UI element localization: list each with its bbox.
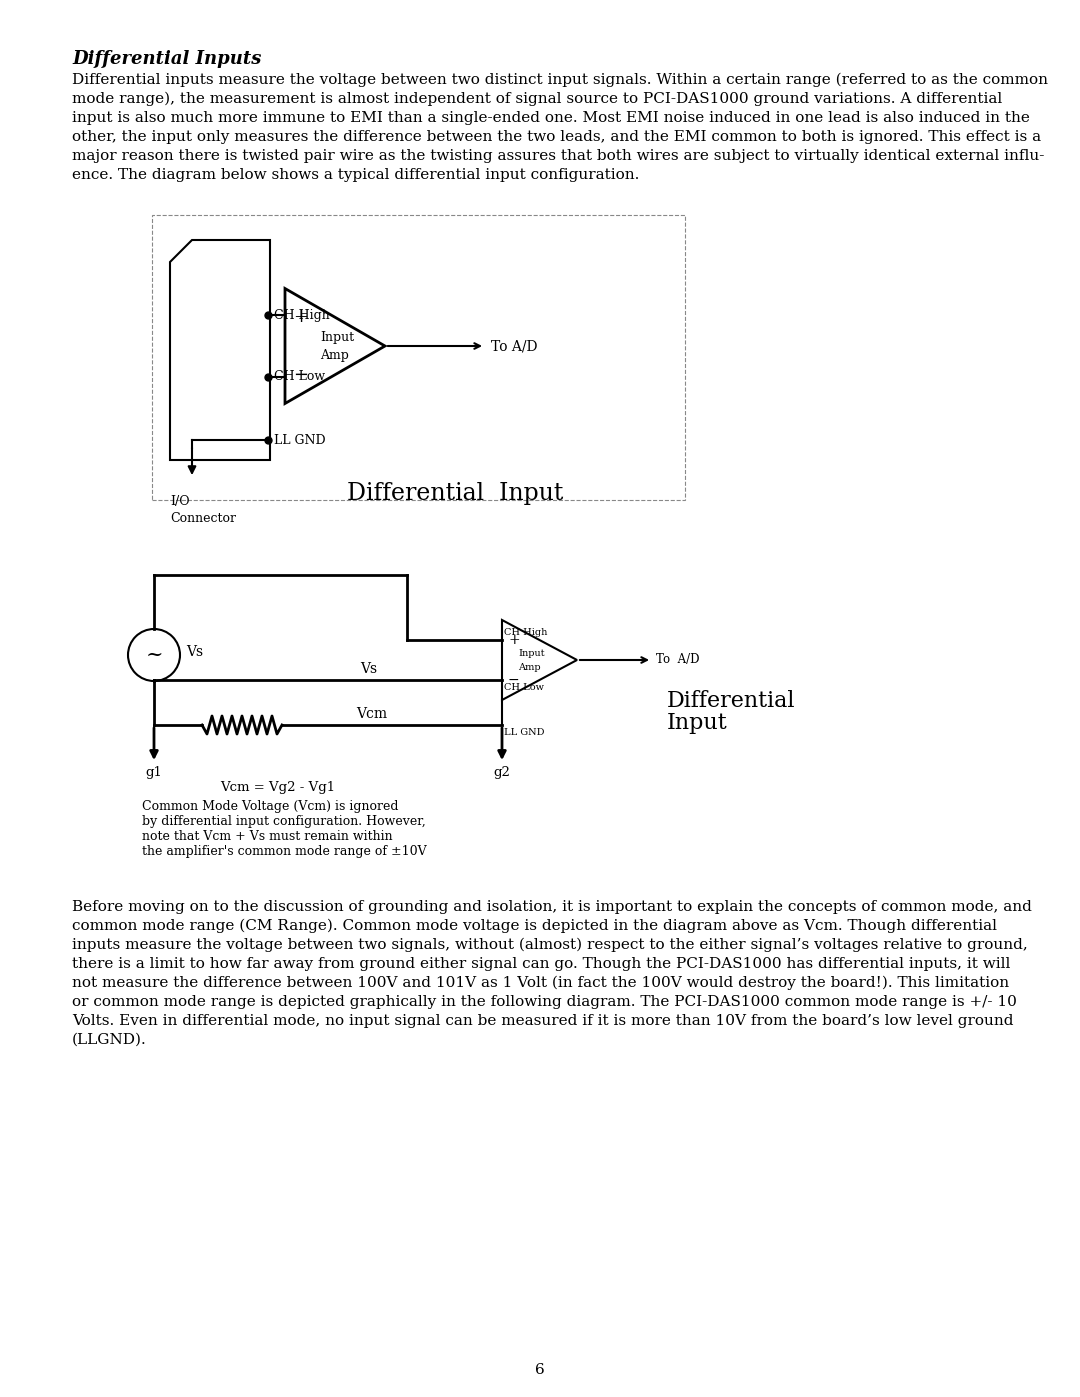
- Text: Before moving on to the discussion of grounding and isolation, it is important t: Before moving on to the discussion of gr…: [72, 900, 1031, 914]
- Text: CH Low: CH Low: [504, 683, 544, 692]
- Text: Volts. Even in differential mode, no input signal can be measured if it is more : Volts. Even in differential mode, no inp…: [72, 1014, 1013, 1028]
- Text: by differential input configuration. However,: by differential input configuration. How…: [141, 814, 426, 828]
- Text: Vs: Vs: [360, 662, 377, 676]
- Text: Input: Input: [518, 650, 544, 658]
- Text: Connector: Connector: [170, 511, 237, 525]
- Text: or common mode range is depicted graphically in the following diagram. The PCI-D: or common mode range is depicted graphic…: [72, 995, 1017, 1009]
- Text: note that Vcm + Vs must remain within: note that Vcm + Vs must remain within: [141, 830, 393, 842]
- Text: common mode range (CM Range). Common mode voltage is depicted in the diagram abo: common mode range (CM Range). Common mod…: [72, 919, 997, 933]
- Text: major reason there is twisted pair wire as the twisting assures that both wires : major reason there is twisted pair wire …: [72, 149, 1044, 163]
- Text: CH Low: CH Low: [274, 370, 325, 384]
- Text: +: +: [508, 633, 519, 647]
- Text: Vcm = Vg2 - Vg1: Vcm = Vg2 - Vg1: [220, 781, 335, 793]
- Text: not measure the difference between 100V and 101V as 1 Volt (in fact the 100V wou: not measure the difference between 100V …: [72, 977, 1009, 990]
- Text: other, the input only measures the difference between the two leads, and the EMI: other, the input only measures the diffe…: [72, 130, 1041, 144]
- Text: +: +: [293, 309, 308, 327]
- Text: I/O: I/O: [170, 495, 190, 509]
- Text: the amplifier's common mode range of ±10V: the amplifier's common mode range of ±10…: [141, 845, 427, 858]
- Text: there is a limit to how far away from ground either signal can go. Though the PC: there is a limit to how far away from gr…: [72, 957, 1011, 971]
- Text: mode range), the measurement is almost independent of signal source to PCI-DAS10: mode range), the measurement is almost i…: [72, 92, 1002, 106]
- Text: −: −: [508, 673, 519, 687]
- Text: Differential: Differential: [667, 690, 796, 712]
- Text: Amp: Amp: [518, 664, 541, 672]
- Text: To A/D: To A/D: [491, 339, 538, 353]
- Text: Input: Input: [320, 331, 354, 345]
- Text: Differential Inputs: Differential Inputs: [72, 50, 261, 68]
- Text: CH High: CH High: [504, 629, 548, 637]
- Text: ence. The diagram below shows a typical differential input configuration.: ence. The diagram below shows a typical …: [72, 168, 639, 182]
- Text: Differential inputs measure the voltage between two distinct input signals. With: Differential inputs measure the voltage …: [72, 73, 1048, 88]
- Text: Differential  Input: Differential Input: [347, 482, 564, 504]
- Text: g1: g1: [146, 766, 162, 780]
- Text: Vs: Vs: [186, 645, 203, 659]
- Text: CH High: CH High: [274, 309, 329, 321]
- Text: To  A/D: To A/D: [656, 654, 700, 666]
- Text: (LLGND).: (LLGND).: [72, 1032, 147, 1046]
- Text: Amp: Amp: [320, 349, 349, 362]
- Text: LL GND: LL GND: [274, 433, 326, 447]
- Text: 6: 6: [535, 1363, 545, 1377]
- Text: g2: g2: [494, 766, 511, 780]
- Text: LL GND: LL GND: [504, 728, 544, 738]
- Text: inputs measure the voltage between two signals, without (almost) respect to the : inputs measure the voltage between two s…: [72, 937, 1028, 953]
- Text: Input: Input: [667, 712, 728, 733]
- Text: input is also much more immune to EMI than a single-ended one. Most EMI noise in: input is also much more immune to EMI th…: [72, 110, 1030, 124]
- Text: Vcm: Vcm: [356, 707, 387, 721]
- Text: Common Mode Voltage (Vcm) is ignored: Common Mode Voltage (Vcm) is ignored: [141, 800, 399, 813]
- Text: ~: ~: [145, 645, 163, 665]
- Text: −: −: [293, 366, 308, 384]
